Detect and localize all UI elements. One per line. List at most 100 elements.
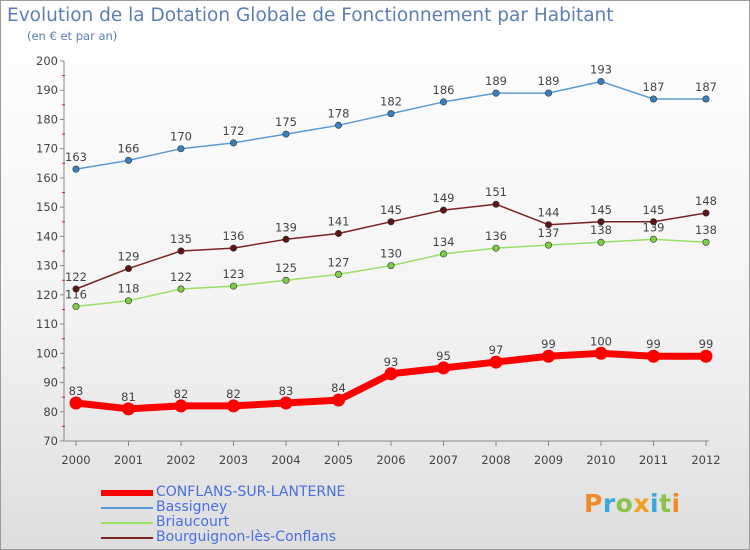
data-point: [69, 396, 83, 410]
data-label: 145: [643, 203, 665, 217]
data-point: [492, 89, 500, 97]
data-point: [597, 238, 605, 246]
data-label: 136: [223, 229, 245, 243]
data-point: [334, 121, 342, 129]
logo-letter: t: [659, 489, 672, 518]
data-point: [489, 355, 503, 369]
data-label: 139: [643, 220, 665, 234]
data-point: [227, 399, 240, 413]
data-point: [72, 165, 80, 173]
y-tick-label: 190: [36, 83, 58, 97]
data-label: 138: [590, 223, 612, 237]
data-point: [597, 77, 605, 85]
data-label: 186: [433, 83, 455, 97]
data-point: [332, 393, 345, 407]
legend-swatch-bourguignon: [101, 537, 153, 539]
x-tick-label: 2004: [271, 453, 300, 467]
data-label: 127: [328, 255, 350, 269]
data-point: [492, 244, 500, 252]
data-label: 134: [433, 235, 455, 249]
data-point: [230, 244, 238, 252]
y-tick-label: 80: [43, 405, 58, 419]
data-label: 144: [538, 206, 560, 220]
y-tick-label: 70: [43, 434, 58, 448]
data-label: 182: [380, 95, 402, 109]
data-point: [647, 349, 660, 363]
data-label: 122: [170, 270, 192, 284]
data-label: 138: [695, 223, 717, 237]
y-tick-label: 140: [36, 229, 58, 243]
data-label: 84: [331, 381, 346, 395]
data-label: 193: [590, 62, 612, 76]
logo-letter: r: [602, 489, 616, 518]
data-point: [439, 206, 447, 214]
data-label: 118: [118, 282, 140, 296]
x-tick-label: 2006: [376, 453, 405, 467]
data-label: 83: [69, 384, 84, 398]
data-label: 122: [65, 270, 87, 284]
legend-label-conflans: CONFLANS-SUR-LANTERNE: [156, 484, 346, 500]
data-point: [437, 361, 450, 375]
data-point: [122, 402, 135, 416]
x-tick-label: 2005: [324, 453, 353, 467]
data-label: 82: [174, 387, 189, 401]
data-point: [387, 110, 395, 118]
data-point: [334, 229, 342, 237]
data-point: [649, 235, 657, 243]
legend-swatch-briaucourt: [101, 522, 153, 524]
data-label: 170: [170, 130, 192, 144]
data-label: 178: [328, 106, 350, 120]
chart-title: Evolution de la Dotation Globale de Fonc…: [7, 5, 614, 26]
logo-letter: i: [671, 489, 681, 518]
data-point: [439, 250, 447, 258]
data-label: 83: [279, 384, 294, 398]
data-point: [597, 218, 605, 226]
data-point: [174, 399, 188, 413]
data-point: [177, 145, 185, 153]
data-point: [125, 156, 133, 164]
data-point: [542, 349, 555, 363]
data-label: 145: [590, 203, 612, 217]
data-point: [334, 270, 342, 278]
data-label: 136: [485, 229, 507, 243]
data-point: [177, 285, 185, 293]
x-tick-label: 2001: [114, 453, 143, 467]
data-label: 81: [121, 390, 136, 404]
data-point: [544, 241, 552, 249]
data-label: 149: [433, 191, 455, 205]
data-point: [282, 276, 290, 284]
data-label: 189: [485, 74, 507, 88]
y-tick-label: 150: [36, 200, 58, 214]
data-label: 151: [485, 185, 507, 199]
data-label: 82: [226, 387, 241, 401]
data-point: [230, 282, 238, 290]
data-label: 189: [538, 74, 560, 88]
data-label: 100: [590, 334, 612, 348]
legend-label-briaucourt: Briaucourt: [156, 514, 230, 530]
data-label: 93: [384, 355, 399, 369]
data-label: 137: [538, 226, 560, 240]
data-point: [387, 218, 395, 226]
legend-swatch-bassigney: [101, 507, 153, 509]
x-tick-label: 2002: [166, 453, 195, 467]
data-point: [699, 349, 713, 363]
data-label: 99: [541, 337, 556, 351]
y-tick-label: 180: [36, 112, 58, 126]
logo-letter: P: [584, 489, 603, 518]
data-point: [702, 238, 710, 246]
data-point: [439, 98, 447, 106]
data-label: 129: [118, 250, 140, 264]
data-label: 166: [118, 141, 140, 155]
data-point: [702, 95, 710, 103]
data-point: [594, 346, 608, 360]
data-label: 145: [380, 203, 402, 217]
data-point: [649, 95, 657, 103]
y-tick-label: 200: [36, 54, 58, 68]
y-tick-label: 110: [36, 317, 58, 331]
x-tick-label: 2000: [61, 453, 90, 467]
data-label: 95: [436, 349, 451, 363]
legend-label-bassigney: Bassigney: [156, 499, 228, 515]
data-point: [544, 221, 552, 229]
